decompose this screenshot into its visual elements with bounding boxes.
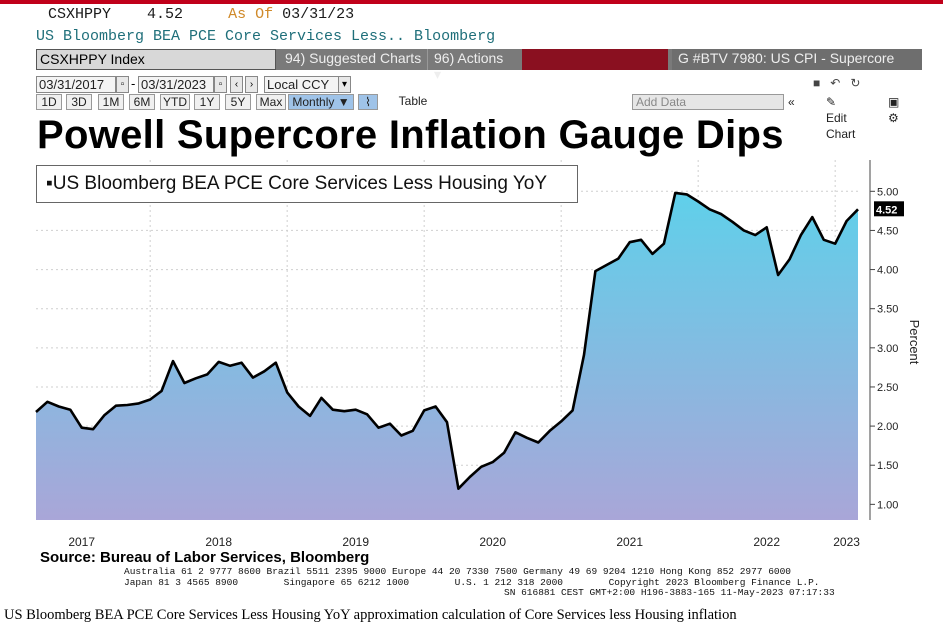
last-value: 4.52 (147, 6, 184, 23)
period-5y-button[interactable]: 5Y (225, 94, 251, 110)
x-tick-label: 2017 (68, 535, 95, 549)
period-3d-button[interactable]: 3D (66, 94, 92, 110)
actions-menu[interactable]: 96) Actions ▾ (434, 50, 504, 82)
image-caption: US Bloomberg BEA PCE Core Services Less … (4, 607, 737, 623)
y-tick-label: 1.50 (877, 460, 898, 472)
related-chart-link[interactable]: G #BTV 7980: US CPI - Supercore (672, 49, 922, 70)
chart-legend: ▪US Bloomberg BEA PCE Core Services Less… (36, 165, 578, 203)
add-data-input[interactable]: Add Data (632, 94, 784, 110)
contact-line-2: Japan 81 3 4565 8900 Singapore 65 6212 1… (124, 576, 820, 588)
next-arrow-icon[interactable]: › (245, 76, 258, 93)
x-tick-label: 2020 (479, 535, 506, 549)
frequency-select[interactable]: Monthly ▼ (288, 94, 354, 110)
calendar-icon[interactable]: ▫ (214, 76, 227, 93)
settings-icon[interactable]: ▣ ⚙ (888, 95, 900, 125)
refresh-icon[interactable]: ↻ (850, 76, 861, 90)
x-tick-label: 2019 (342, 535, 369, 549)
collapse-icon[interactable]: « (788, 95, 795, 109)
pin-icon[interactable]: ■ (813, 76, 821, 90)
period-1d-button[interactable]: 1D (36, 94, 62, 110)
y-axis-title: Percent (907, 320, 922, 365)
security-description: US Bloomberg BEA PCE Core Services Less.… (36, 28, 496, 45)
legend-marker-icon: ▪ (46, 173, 53, 194)
date-separator: - (131, 76, 136, 91)
period-1y-button[interactable]: 1Y (194, 94, 220, 110)
last-value-label: 4.52 (876, 204, 897, 216)
period-ytd-button[interactable]: YTD (160, 94, 190, 110)
series-line (35, 191, 859, 490)
chevron-down-icon[interactable]: ▾ (338, 76, 351, 93)
edit-chart-label: Edit Chart (826, 111, 856, 141)
table-button[interactable]: Table (398, 94, 428, 108)
calendar-icon[interactable]: ▫ (116, 76, 129, 93)
chart-type-icon[interactable]: ⌇ (358, 94, 378, 110)
x-tick-label: 2018 (205, 535, 232, 549)
undo-icon[interactable]: ↶ (830, 76, 841, 90)
y-tick-label: 2.50 (877, 382, 898, 394)
toolbar: CSXHPPY Index 94) Suggested Charts 96) A… (36, 49, 922, 82)
alert-bar (522, 49, 668, 70)
suggested-charts-button[interactable]: 94) Suggested Charts (279, 49, 429, 70)
edit-chart-button[interactable]: ✎ Edit Chart (826, 95, 856, 141)
y-tick-label: 5.00 (877, 186, 898, 198)
x-tick-label: 2022 (753, 535, 780, 549)
series-area (36, 192, 858, 520)
y-tick-label: 1.00 (877, 499, 898, 511)
y-tick-label: 3.00 (877, 343, 898, 355)
legend-label: US Bloomberg BEA PCE Core Services Less … (52, 173, 548, 194)
period-max-button[interactable]: Max (256, 94, 286, 110)
x-tick-label: 2021 (616, 535, 643, 549)
contact-info: Australia 61 2 9777 8600 Brazil 5511 239… (124, 566, 835, 599)
chart-window-icons: ■ ↶ ↻ (813, 76, 860, 90)
as-of-label: As Of (228, 6, 274, 23)
currency-select[interactable]: Local CCY (264, 76, 342, 93)
contact-line-3: SN 616881 CEST GMT+2:00 H196-3883-165 11… (504, 587, 835, 598)
y-tick-label: 4.50 (877, 225, 898, 237)
prev-arrow-icon[interactable]: ‹ (230, 76, 243, 93)
ticker-symbol: CSXHPPY (48, 6, 112, 23)
source-note: Source: Bureau of Labor Services, Bloomb… (40, 549, 370, 566)
start-date-input[interactable]: 03/31/2017 (36, 76, 116, 93)
y-tick-label: 3.50 (877, 304, 898, 316)
period-1m-button[interactable]: 1M (98, 94, 124, 110)
period-6m-button[interactable]: 6M (129, 94, 155, 110)
header-line: CSXHPPY 4.52 As Of 03/31/23 (48, 6, 354, 23)
as-of-date: 03/31/23 (282, 6, 355, 23)
contact-line-1: Australia 61 2 9777 8600 Brazil 5511 239… (124, 566, 792, 577)
end-date-input[interactable]: 03/31/2023 (138, 76, 214, 93)
last-value-badge (874, 201, 904, 217)
x-tick-label: 2023 (833, 535, 860, 549)
chart-title: Powell Supercore Inflation Gauge Dips (37, 113, 784, 157)
y-tick-label: 2.00 (877, 421, 898, 433)
y-tick-label: 4.00 (877, 265, 898, 277)
top-accent-bar (0, 0, 943, 4)
security-field[interactable]: CSXHPPY Index (36, 49, 276, 70)
